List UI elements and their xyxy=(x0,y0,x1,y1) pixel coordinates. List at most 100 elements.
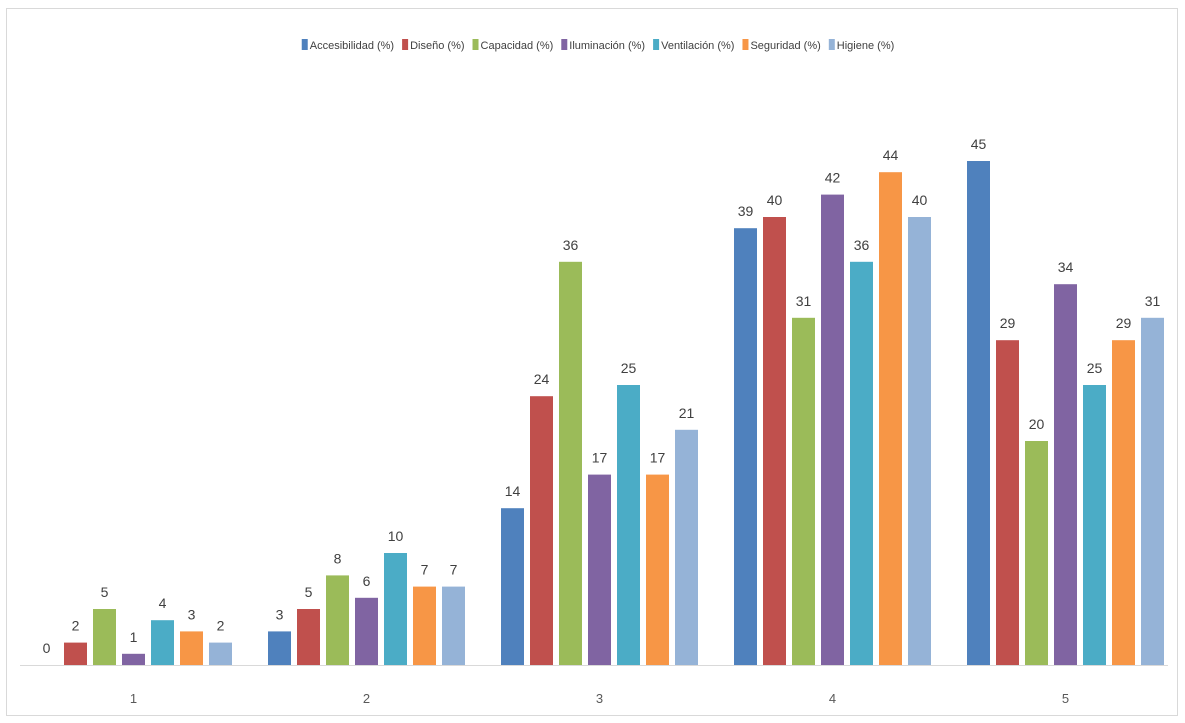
bar-4-cat-4 xyxy=(821,194,844,665)
data-label-2-cat-3: 24 xyxy=(534,371,550,387)
bars xyxy=(64,161,1164,665)
bar-5-cat-4 xyxy=(850,261,873,665)
data-label-5-cat-2: 10 xyxy=(388,528,404,544)
data-label-6-cat-2: 7 xyxy=(421,562,429,578)
bar-5-cat-5 xyxy=(1083,385,1106,665)
legend-item-2: Diseño (%) xyxy=(402,39,465,52)
legend-label-4: Iluminación (%) xyxy=(569,40,645,52)
legend-swatch-1 xyxy=(301,39,308,50)
data-label-3-cat-3: 36 xyxy=(563,237,579,253)
data-label-5-cat-5: 25 xyxy=(1087,360,1103,376)
data-label-6-cat-4: 44 xyxy=(883,147,899,163)
bar-6-cat-1 xyxy=(180,631,203,665)
data-label-2-cat-4: 40 xyxy=(767,192,783,208)
bar-1-cat-2 xyxy=(268,631,291,665)
bar-3-cat-5 xyxy=(1025,441,1048,665)
legend-swatch-5 xyxy=(653,39,660,50)
x-tick-label-3: 3 xyxy=(596,691,603,706)
bar-5-cat-2 xyxy=(384,553,407,665)
data-label-2-cat-1: 2 xyxy=(72,618,80,634)
data-label-5-cat-4: 36 xyxy=(854,237,870,253)
bar-2-cat-4 xyxy=(763,217,786,665)
data-label-2-cat-2: 5 xyxy=(305,584,313,600)
legend-item-6: Seguridad (%) xyxy=(742,39,821,52)
data-label-3-cat-1: 5 xyxy=(101,584,109,600)
data-label-3-cat-4: 31 xyxy=(796,293,812,309)
bar-4-cat-3 xyxy=(588,474,611,665)
legend-label-1: Accesibilidad (%) xyxy=(310,40,394,52)
bar-7-cat-5 xyxy=(1141,317,1164,665)
legend-swatch-4 xyxy=(561,39,568,50)
bar-4-cat-1 xyxy=(122,653,145,665)
legend-label-2: Diseño (%) xyxy=(410,40,464,52)
bar-5-cat-1 xyxy=(151,620,174,665)
legend-item-3: Capacidad (%) xyxy=(472,39,554,52)
bar-4-cat-5 xyxy=(1054,284,1077,665)
bar-4-cat-2 xyxy=(355,597,378,665)
x-tick-label-5: 5 xyxy=(1062,691,1069,706)
data-label-3-cat-5: 20 xyxy=(1029,416,1045,432)
x-tick-label-2: 2 xyxy=(363,691,370,706)
data-label-7-cat-4: 40 xyxy=(912,192,928,208)
legend-swatch-2 xyxy=(402,39,409,50)
bar-3-cat-4 xyxy=(792,317,815,665)
legend-label-6: Seguridad (%) xyxy=(750,40,820,52)
legend-item-7: Higiene (%) xyxy=(828,39,894,52)
bar-2-cat-3 xyxy=(530,396,553,665)
bar-2-cat-2 xyxy=(297,609,320,665)
data-label-5-cat-1: 4 xyxy=(159,595,167,611)
legend-item-4: Iluminación (%) xyxy=(561,39,645,52)
data-label-1-cat-5: 45 xyxy=(971,136,987,152)
bar-1-cat-3 xyxy=(501,508,524,665)
bar-7-cat-2 xyxy=(442,586,465,665)
bar-7-cat-3 xyxy=(675,429,698,665)
bar-6-cat-3 xyxy=(646,474,669,665)
bar-1-cat-5 xyxy=(967,161,990,665)
data-label-7-cat-1: 2 xyxy=(217,618,225,634)
data-label-1-cat-2: 3 xyxy=(276,606,284,622)
data-label-4-cat-1: 1 xyxy=(130,629,138,645)
data-label-1-cat-4: 39 xyxy=(738,203,754,219)
legend-swatch-6 xyxy=(742,39,749,50)
data-label-4-cat-5: 34 xyxy=(1058,259,1074,275)
data-label-1-cat-1: 0 xyxy=(43,640,51,656)
legend-label-3: Capacidad (%) xyxy=(481,40,554,52)
bar-3-cat-2 xyxy=(326,575,349,665)
legend-item-5: Ventilación (%) xyxy=(653,39,734,52)
data-label-4-cat-2: 6 xyxy=(363,573,371,589)
data-label-6-cat-3: 17 xyxy=(650,450,666,466)
legend-label-5: Ventilación (%) xyxy=(661,40,734,52)
data-label-5-cat-3: 25 xyxy=(621,360,637,376)
bar-2-cat-5 xyxy=(996,340,1019,665)
x-tick-labels: 1 2 3 4 5 xyxy=(130,691,1069,706)
legend-swatch-3 xyxy=(472,39,479,50)
data-label-7-cat-2: 7 xyxy=(450,562,458,578)
data-label-7-cat-5: 31 xyxy=(1145,293,1161,309)
bar-3-cat-1 xyxy=(93,609,116,665)
data-label-4-cat-3: 17 xyxy=(592,450,608,466)
bar-2-cat-1 xyxy=(64,642,87,665)
bar-6-cat-4 xyxy=(879,172,902,665)
legend-item-1: Accesibilidad (%) xyxy=(301,39,394,52)
bar-6-cat-5 xyxy=(1112,340,1135,665)
legend: Accesibilidad (%) Diseño (%) Capacidad (%)… xyxy=(301,39,894,52)
legend-label-7: Higiene (%) xyxy=(837,40,894,52)
data-label-7-cat-3: 21 xyxy=(679,405,695,421)
data-label-6-cat-5: 29 xyxy=(1116,315,1132,331)
x-tick-label-1: 1 xyxy=(130,691,137,706)
data-label-3-cat-2: 8 xyxy=(334,550,342,566)
x-tick-label-4: 4 xyxy=(829,691,836,706)
data-label-2-cat-5: 29 xyxy=(1000,315,1016,331)
data-label-6-cat-1: 3 xyxy=(188,606,196,622)
legend-swatch-7 xyxy=(828,39,835,50)
bar-7-cat-4 xyxy=(908,217,931,665)
bar-3-cat-3 xyxy=(559,261,582,665)
data-label-1-cat-3: 14 xyxy=(505,483,521,499)
bar-6-cat-2 xyxy=(413,586,436,665)
bar-7-cat-1 xyxy=(209,642,232,665)
bar-5-cat-3 xyxy=(617,385,640,665)
data-label-4-cat-4: 42 xyxy=(825,170,841,186)
bar-1-cat-4 xyxy=(734,228,757,665)
